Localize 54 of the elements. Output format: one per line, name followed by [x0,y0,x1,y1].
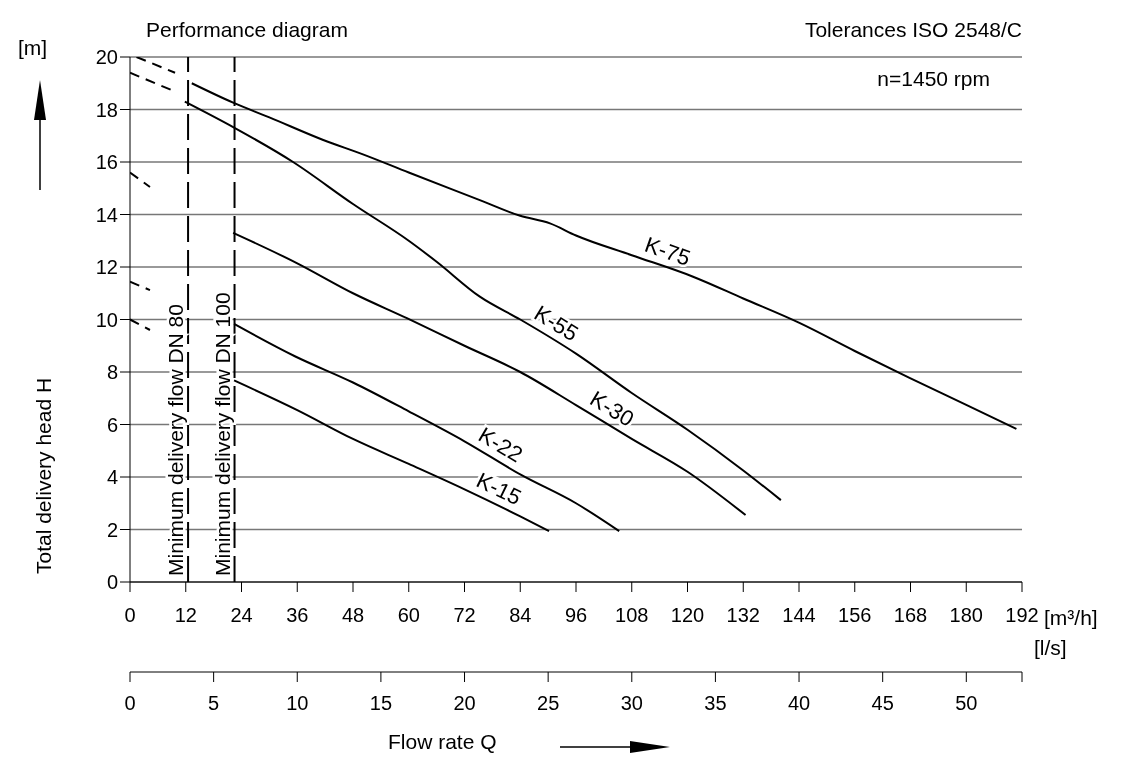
text: K-15 [472,467,526,511]
ref-line-label: Minimum delivery flow DN 80 [164,304,188,576]
x-tick-label: 12 [174,604,197,627]
x-tick-label: 132 [726,604,760,627]
x2-tick-label: 30 [620,692,643,714]
text: [m] [18,36,48,60]
x2-tick-label: 25 [537,692,560,714]
x2-tick-label: 35 [704,692,727,714]
y-tick-label: 10 [95,308,118,331]
x-tick-label: 24 [230,604,253,627]
y-axis-title: Total delivery head H [32,377,56,574]
x2-tick-label: 10 [286,692,309,714]
x2-tick-label: 45 [871,692,894,714]
x2-tick-label: 50 [955,692,978,714]
x2-tick-label: 0 [124,692,136,714]
text: K-22 [474,422,527,468]
x2-tick-label: 5 [208,692,220,714]
x-tick-label: 0 [124,604,136,627]
x2-tick-label: 20 [453,692,476,714]
x2-tick-label: 40 [787,692,811,714]
y-tick-label: 20 [95,46,118,69]
x-tick-label: 180 [949,604,983,627]
y-tick-label: 4 [106,466,118,489]
x-tick-label: 144 [782,604,816,627]
text: K-75 [641,231,694,271]
y-tick-label: 12 [95,256,118,279]
x2-tick-label: 15 [369,692,393,714]
x-tick-label: 48 [341,604,365,627]
ref-line-label: Minimum delivery flow DN 100 [210,292,234,576]
x-tick-label: 108 [615,604,649,627]
y-tick-label: 6 [106,413,118,436]
x-tick-label: 60 [397,604,420,627]
x-tick-label: 36 [286,604,309,627]
x-axis-title: Flow rate Q [388,730,497,754]
x-tick-label: 84 [509,604,532,627]
y-tick-label: 18 [95,98,118,121]
chart-title: Performance diagram [146,18,348,42]
text: K-30 [585,386,639,432]
y-tick-label: 8 [106,361,118,384]
text: [m³/h] [1044,606,1098,630]
x-tick-label: 120 [670,604,705,627]
text: K-55 [529,300,583,347]
y-tick-label: 16 [95,151,118,174]
annotation: n=1450 rpm [873,67,994,91]
x-tick-label: 168 [893,604,928,627]
chart-subtitle: Tolerances ISO 2548/C [804,18,1022,42]
y-tick-label: 0 [106,571,118,594]
x-tick-label: 192 [1005,604,1039,627]
x-tick-label: 72 [453,604,476,627]
y-tick-label: 2 [106,518,118,541]
y-tick-label: 14 [95,203,118,226]
x2-axis-title: [l/s] [1034,636,1067,660]
x-tick-label: 156 [838,604,872,627]
x-tick-label: 96 [564,604,588,627]
